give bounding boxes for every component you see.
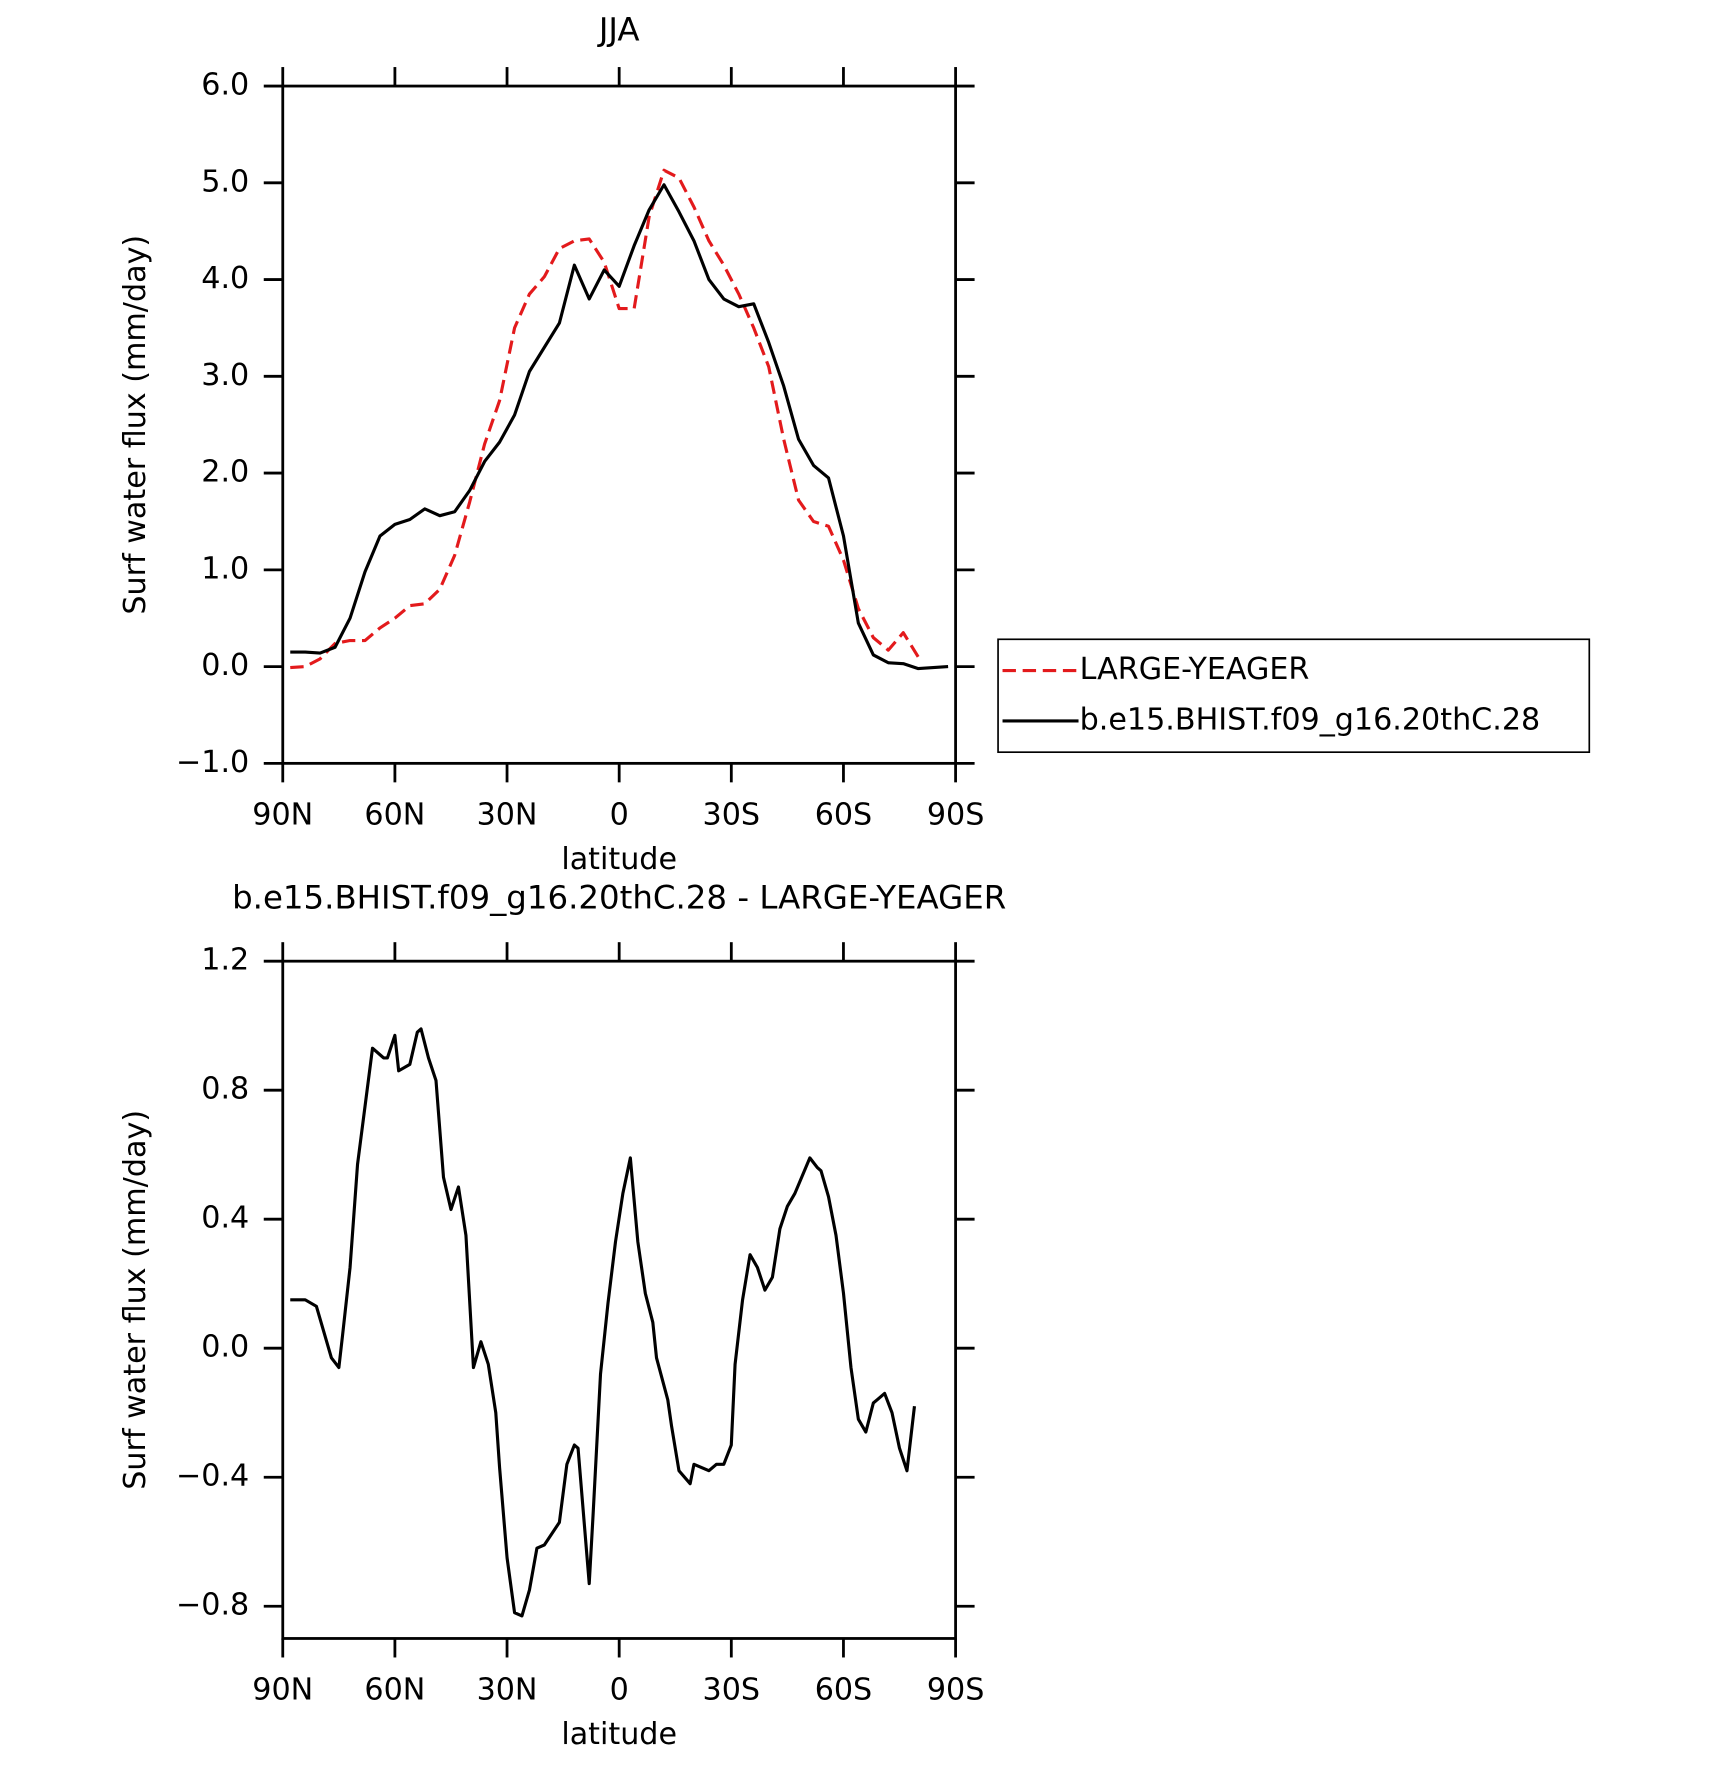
x-tick-label: 0 bbox=[610, 797, 629, 832]
chart-title: b.e15.BHIST.f09_g16.20thC.28 - LARGE-YEA… bbox=[232, 879, 1006, 917]
x-tick-label: 60N bbox=[364, 797, 425, 832]
y-tick-label: 1.2 bbox=[201, 943, 249, 978]
y-tick-label: 2.0 bbox=[201, 455, 249, 490]
y-tick-label: 1.0 bbox=[201, 551, 249, 586]
x-tick-label: 90N bbox=[252, 797, 313, 832]
x-tick-label: 60S bbox=[815, 1673, 873, 1708]
x-tick-label: 0 bbox=[610, 1673, 629, 1708]
plot-frame bbox=[281, 84, 957, 765]
y-tick-label: 4.0 bbox=[201, 261, 249, 296]
y-axis-label: Surf water flux (mm/day) bbox=[118, 235, 153, 615]
x-tick-label: 30N bbox=[477, 797, 538, 832]
y-tick-label: −1.0 bbox=[176, 745, 249, 780]
x-tick-label: 30N bbox=[477, 1673, 538, 1708]
y-tick-label: 0.0 bbox=[201, 648, 249, 683]
x-tick-label: 90S bbox=[927, 1673, 985, 1708]
y-tick-label: 3.0 bbox=[201, 358, 249, 393]
x-tick-label: 30S bbox=[703, 797, 761, 832]
legend-label: b.e15.BHIST.f09_g16.20thC.28 bbox=[1080, 702, 1541, 737]
legend-label: LARGE-YEAGER bbox=[1080, 652, 1310, 687]
data-line bbox=[290, 183, 949, 671]
y-tick-label: 5.0 bbox=[201, 164, 249, 199]
x-tick-label: 60S bbox=[815, 797, 873, 832]
y-axis-label: Surf water flux (mm/day) bbox=[118, 1110, 153, 1490]
x-axis-label: latitude bbox=[561, 842, 677, 877]
y-tick-label: −0.8 bbox=[176, 1588, 249, 1623]
plot-frame bbox=[281, 959, 957, 1640]
x-tick-label: 60N bbox=[364, 1673, 425, 1708]
y-tick-label: 0.4 bbox=[201, 1201, 249, 1236]
x-tick-label: 90S bbox=[927, 797, 985, 832]
y-tick-label: 6.0 bbox=[201, 68, 249, 103]
x-tick-label: 30S bbox=[703, 1673, 761, 1708]
x-axis-label: latitude bbox=[561, 1717, 677, 1752]
y-tick-label: 0.0 bbox=[201, 1330, 249, 1365]
data-line bbox=[290, 168, 920, 670]
y-tick-label: 0.8 bbox=[201, 1072, 249, 1107]
y-tick-label: −0.4 bbox=[176, 1459, 249, 1494]
chart-title: JJA bbox=[597, 10, 640, 48]
data-line bbox=[290, 1027, 917, 1618]
x-tick-label: 90N bbox=[252, 1673, 313, 1708]
legend-box bbox=[997, 638, 1591, 754]
